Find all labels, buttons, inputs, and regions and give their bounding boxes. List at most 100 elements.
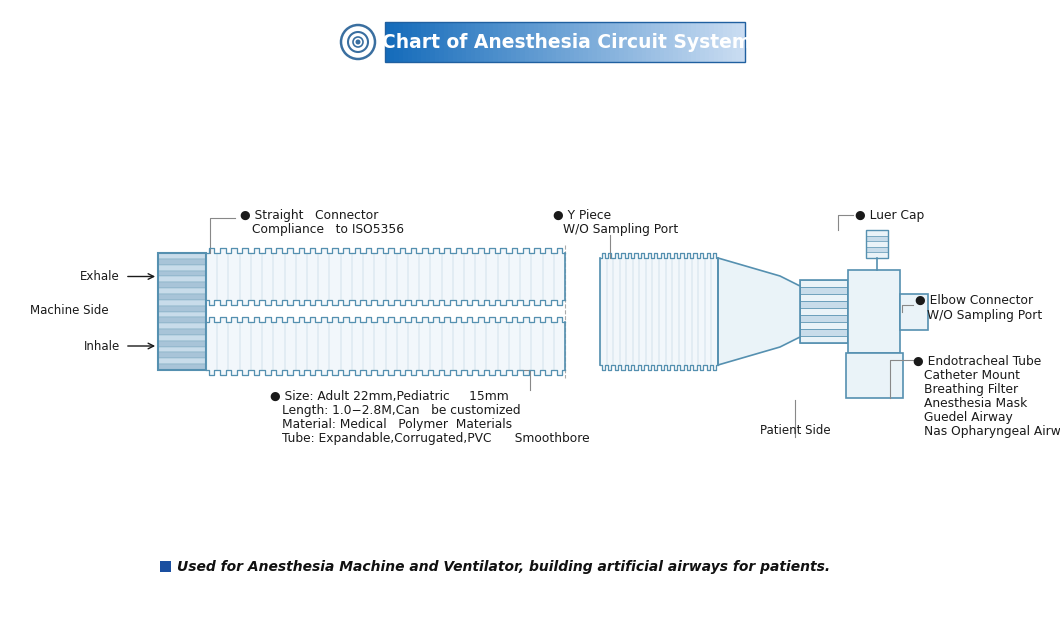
Bar — [158, 335, 206, 340]
Bar — [497, 22, 502, 62]
Bar — [511, 22, 516, 62]
Bar — [800, 280, 848, 287]
Bar — [502, 22, 507, 62]
Bar — [394, 22, 399, 62]
Bar — [385, 22, 745, 62]
Bar — [866, 230, 888, 236]
Bar — [158, 305, 206, 312]
Bar — [430, 22, 435, 62]
Polygon shape — [600, 253, 718, 370]
Text: Exhale: Exhale — [81, 270, 120, 283]
Bar — [641, 22, 647, 62]
Bar — [800, 301, 848, 308]
Bar — [669, 22, 673, 62]
Bar — [529, 22, 534, 62]
Bar — [633, 22, 637, 62]
Bar — [439, 22, 444, 62]
Bar — [866, 241, 888, 247]
Bar — [403, 22, 408, 62]
Bar — [158, 312, 206, 317]
Circle shape — [355, 40, 360, 45]
Text: Chart of Anesthesia Circuit System: Chart of Anesthesia Circuit System — [383, 33, 752, 51]
Bar — [561, 22, 565, 62]
Bar — [866, 247, 888, 253]
Bar — [443, 22, 448, 62]
Bar — [158, 364, 206, 370]
Text: Anesthesia Mask: Anesthesia Mask — [924, 397, 1027, 410]
Bar — [407, 22, 412, 62]
Text: Machine Side: Machine Side — [30, 303, 108, 317]
Bar — [520, 22, 525, 62]
Bar — [158, 317, 206, 323]
Text: Material: Medical   Polymer  Materials: Material: Medical Polymer Materials — [282, 418, 512, 431]
Bar — [421, 22, 426, 62]
Bar — [575, 22, 579, 62]
Bar — [846, 353, 903, 398]
Bar — [158, 282, 206, 288]
Bar — [723, 22, 727, 62]
Polygon shape — [718, 258, 800, 365]
Bar — [637, 22, 642, 62]
Bar — [700, 22, 705, 62]
Bar — [158, 259, 206, 265]
Bar — [655, 22, 660, 62]
Bar — [158, 253, 206, 259]
Bar — [591, 22, 597, 62]
Bar — [160, 561, 171, 572]
Bar — [551, 22, 556, 62]
Bar — [646, 22, 651, 62]
Bar — [158, 323, 206, 329]
Polygon shape — [206, 317, 565, 375]
Bar — [687, 22, 691, 62]
Bar — [538, 22, 543, 62]
Bar — [399, 22, 404, 62]
Text: ● Luer Cap: ● Luer Cap — [855, 209, 924, 221]
Bar — [718, 22, 723, 62]
Text: Length: 1.0−2.8M,Can   be customized: Length: 1.0−2.8M,Can be customized — [282, 404, 520, 417]
Bar — [800, 294, 848, 301]
Bar — [471, 22, 476, 62]
Bar — [800, 308, 848, 315]
Bar — [556, 22, 561, 62]
Bar — [448, 22, 453, 62]
Bar — [412, 22, 417, 62]
Bar — [158, 265, 206, 270]
Text: Tube: Expandable,Corrugated,PVC      Smoothbore: Tube: Expandable,Corrugated,PVC Smoothbo… — [282, 432, 589, 445]
Text: W/O Sampling Port: W/O Sampling Port — [928, 308, 1042, 322]
Text: Compliance   to ISO5356: Compliance to ISO5356 — [252, 223, 404, 236]
Bar — [579, 22, 583, 62]
Bar — [453, 22, 458, 62]
Bar — [525, 22, 530, 62]
Bar — [848, 270, 900, 353]
Bar — [587, 22, 593, 62]
Bar — [461, 22, 466, 62]
Bar — [800, 280, 848, 343]
Bar — [731, 22, 737, 62]
Text: Used for Anesthesia Machine and Ventilator, building artificial airways for pati: Used for Anesthesia Machine and Ventilat… — [177, 560, 830, 574]
Bar — [158, 352, 206, 358]
Bar — [800, 336, 848, 343]
Bar — [435, 22, 440, 62]
Bar — [691, 22, 696, 62]
Bar — [695, 22, 701, 62]
Bar — [677, 22, 683, 62]
Bar — [158, 347, 206, 352]
Bar — [158, 340, 206, 347]
Bar — [800, 315, 848, 322]
Bar — [158, 294, 206, 300]
Text: ● Y Piece: ● Y Piece — [553, 209, 612, 221]
Bar — [713, 22, 719, 62]
Text: Patient Side: Patient Side — [760, 423, 830, 436]
Bar — [565, 22, 570, 62]
Bar — [533, 22, 538, 62]
Bar — [597, 22, 601, 62]
Bar — [800, 322, 848, 329]
Bar — [727, 22, 732, 62]
Bar — [651, 22, 655, 62]
Bar — [493, 22, 498, 62]
Bar — [705, 22, 709, 62]
Bar — [569, 22, 575, 62]
Bar — [615, 22, 619, 62]
Bar — [900, 293, 928, 330]
Bar — [158, 358, 206, 364]
